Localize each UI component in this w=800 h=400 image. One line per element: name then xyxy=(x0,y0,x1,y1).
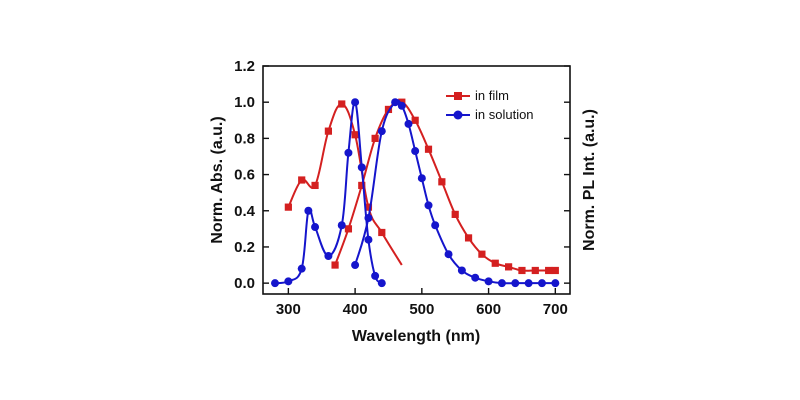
data-point xyxy=(364,214,373,222)
data-point xyxy=(524,279,533,288)
series-film-absorption xyxy=(284,100,403,266)
data-point xyxy=(457,266,466,275)
data-point xyxy=(297,264,306,273)
data-point xyxy=(284,203,292,211)
data-point xyxy=(397,101,406,110)
data-point xyxy=(377,127,386,136)
y-tick-label: 0.6 xyxy=(234,167,255,184)
data-point xyxy=(511,279,520,288)
x-tick-label: 700 xyxy=(543,301,568,318)
data-point xyxy=(284,277,293,286)
data-point xyxy=(344,225,353,233)
data-point xyxy=(324,127,333,135)
data-point xyxy=(505,263,513,271)
data-point xyxy=(484,277,493,286)
data-point xyxy=(438,178,446,186)
y-axis-title: Norm. Abs. (a.u.) xyxy=(209,116,226,243)
data-point xyxy=(357,163,366,172)
data-point xyxy=(424,145,433,153)
data-point xyxy=(411,116,419,124)
data-point xyxy=(371,271,380,280)
series-layer xyxy=(271,98,560,288)
data-point xyxy=(551,266,559,275)
data-point xyxy=(311,181,319,190)
legend: in film in solution xyxy=(446,88,534,122)
data-point xyxy=(364,203,373,211)
data-point xyxy=(351,98,360,107)
data-point xyxy=(491,259,499,267)
series-line xyxy=(334,100,556,272)
data-point xyxy=(338,100,346,108)
data-point xyxy=(551,279,560,288)
data-point xyxy=(358,181,366,190)
series-solution-absorption xyxy=(271,98,386,288)
data-point xyxy=(411,147,420,156)
x-tick-label: 600 xyxy=(476,301,501,318)
data-point xyxy=(478,250,486,258)
legend-label-solution: in solution xyxy=(475,107,534,122)
data-point xyxy=(431,221,440,230)
data-point xyxy=(337,221,346,230)
x-tick-label: 400 xyxy=(343,301,368,318)
x-axis: 300 400 500 600 700 xyxy=(276,288,568,318)
data-point xyxy=(404,119,413,128)
data-point xyxy=(351,131,359,139)
data-point xyxy=(444,250,453,259)
data-point xyxy=(378,228,386,237)
data-point xyxy=(364,235,373,244)
data-point xyxy=(451,210,459,218)
data-point xyxy=(298,176,306,184)
y-tick-label: 1.2 xyxy=(234,58,255,75)
data-point xyxy=(331,261,339,269)
data-point xyxy=(537,279,546,288)
data-point xyxy=(351,261,360,270)
y2-axis-title: Norm. PL Int. (a.u.) xyxy=(581,109,598,251)
data-point xyxy=(471,273,480,282)
data-point xyxy=(531,266,539,275)
data-point xyxy=(417,174,426,183)
data-point xyxy=(304,206,313,215)
data-point xyxy=(271,279,280,288)
data-point xyxy=(545,266,553,275)
y-tick-label: 0.2 xyxy=(234,239,255,256)
legend-marker-solution xyxy=(453,110,463,120)
data-point xyxy=(424,201,433,210)
series-line xyxy=(354,99,556,285)
x-axis-title: Wavelength (nm) xyxy=(352,328,480,345)
data-point xyxy=(391,98,400,107)
data-point xyxy=(377,279,386,288)
x-tick-label: 300 xyxy=(276,301,301,318)
plot-frame xyxy=(262,65,571,295)
data-point xyxy=(497,279,506,288)
y-tick-label: 0.4 xyxy=(234,203,256,220)
data-point xyxy=(518,266,526,275)
y-tick-label: 1.0 xyxy=(234,94,255,111)
y-axis: 0.0 0.2 0.4 0.6 0.8 1.0 1.2 xyxy=(234,58,570,292)
x-tick-label: 500 xyxy=(409,301,434,318)
data-point xyxy=(311,223,320,232)
y-tick-label: 0.8 xyxy=(234,130,255,147)
data-point xyxy=(464,234,473,242)
y-tick-label: 0.0 xyxy=(234,275,255,292)
legend-marker-film xyxy=(454,92,462,100)
series-film-emission xyxy=(331,98,559,275)
legend-label-film: in film xyxy=(475,88,509,103)
series-solution-emission xyxy=(351,98,560,288)
data-point xyxy=(371,134,379,142)
data-point xyxy=(344,148,353,157)
data-point xyxy=(324,252,333,260)
